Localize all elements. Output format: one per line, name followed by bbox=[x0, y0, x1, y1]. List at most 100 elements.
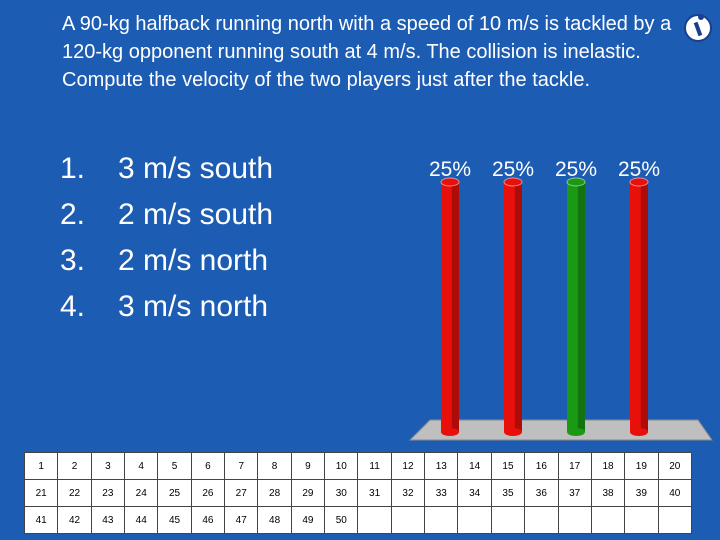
bar-cap-4 bbox=[629, 177, 649, 187]
bar-base-3 bbox=[567, 428, 585, 436]
grid-cell: 45 bbox=[157, 506, 192, 534]
grid-cell: 48 bbox=[257, 506, 292, 534]
grid-cell: 23 bbox=[90, 479, 126, 507]
grid-cell: 39 bbox=[624, 479, 659, 507]
question-text: A 90-kg halfback running north with a sp… bbox=[62, 13, 672, 91]
answer-text: 3 m/s north bbox=[118, 290, 269, 323]
grid-cell: 42 bbox=[57, 506, 92, 534]
grid-cell: 19 bbox=[624, 452, 659, 480]
bar-value-label: 25% bbox=[429, 158, 471, 181]
answer-option-4[interactable]: 4. 3 m/s north bbox=[60, 284, 273, 330]
bar-2 bbox=[504, 182, 522, 432]
grid-cell: 40 bbox=[657, 479, 693, 507]
bar-base-2 bbox=[504, 428, 522, 436]
grid-cell: 2 bbox=[57, 452, 92, 480]
grid-cell: 38 bbox=[590, 479, 626, 507]
grid-cell: 3 bbox=[90, 452, 126, 480]
bar-shade-2 bbox=[514, 182, 522, 432]
bar-shade-1 bbox=[451, 182, 459, 432]
bar-cap-2 bbox=[503, 177, 523, 187]
bar-value-label: 25% bbox=[555, 158, 597, 181]
grid-cell: 44 bbox=[124, 506, 159, 534]
grid-cell: 27 bbox=[224, 479, 259, 507]
bar-value-label: 25% bbox=[492, 158, 534, 181]
clicker-logo-icon bbox=[684, 14, 712, 42]
grid-cell: 6 bbox=[190, 452, 226, 480]
grid-cell: 17 bbox=[557, 452, 592, 480]
grid-cell: 1 bbox=[23, 452, 59, 480]
grid-cell: 43 bbox=[90, 506, 126, 534]
grid-cell: 32 bbox=[390, 479, 426, 507]
bar-value-label: 25% bbox=[618, 158, 660, 181]
grid-cell: 30 bbox=[324, 479, 359, 507]
grid-cell: 15 bbox=[490, 452, 526, 480]
grid-row: 21 22 23 24 25 26 27 28 29 30 31 32 33 34 35 36 37 38 39 40 bbox=[23, 479, 693, 507]
grid-cell: 4 bbox=[124, 452, 159, 480]
grid-cell bbox=[524, 506, 559, 534]
grid-cell: 35 bbox=[490, 479, 526, 507]
answer-number: 1. bbox=[60, 152, 86, 185]
grid-cell: 25 bbox=[157, 479, 192, 507]
grid-cell: 22 bbox=[57, 479, 92, 507]
grid-cell: 7 bbox=[224, 452, 259, 480]
answer-text: 2 m/s north bbox=[118, 244, 269, 277]
grid-cell: 37 bbox=[557, 479, 592, 507]
grid-cell bbox=[424, 506, 459, 534]
grid-cell: 14 bbox=[457, 452, 492, 480]
grid-row: 41 42 43 44 45 46 47 48 49 50 bbox=[23, 506, 693, 534]
grid-cell: 36 bbox=[524, 479, 559, 507]
grid-cell: 50 bbox=[324, 506, 359, 534]
bar-cap-1 bbox=[440, 177, 460, 187]
grid-cell: 33 bbox=[424, 479, 459, 507]
bar-4 bbox=[630, 182, 648, 432]
grid-cell: 24 bbox=[124, 479, 159, 507]
answer-number: 2. bbox=[60, 198, 86, 231]
grid-cell: 46 bbox=[190, 506, 226, 534]
grid-cell: 47 bbox=[224, 506, 259, 534]
bar-cap-3 bbox=[566, 177, 586, 187]
answer-option-1[interactable]: 1. 3 m/s south bbox=[60, 146, 273, 192]
bar-1 bbox=[441, 182, 459, 432]
answer-number: 3. bbox=[60, 244, 86, 277]
grid-cell bbox=[624, 506, 659, 534]
bar-shade-3 bbox=[577, 182, 585, 432]
grid-cell: 21 bbox=[23, 479, 59, 507]
grid-cell: 16 bbox=[524, 452, 559, 480]
grid-cell bbox=[590, 506, 626, 534]
grid-row: 1 2 3 4 5 6 7 8 9 10 11 12 13 14 15 16 17 18 19 20 bbox=[23, 452, 693, 480]
grid-cell: 29 bbox=[290, 479, 326, 507]
grid-cell: 10 bbox=[324, 452, 359, 480]
grid-cell: 28 bbox=[257, 479, 292, 507]
answer-list: 1. 3 m/s south 2. 2 m/s south 3. 2 m/s n… bbox=[60, 146, 273, 330]
grid-cell bbox=[357, 506, 392, 534]
grid-cell: 49 bbox=[290, 506, 326, 534]
response-grid: 1 2 3 4 5 6 7 8 9 10 11 12 13 14 15 16 17 18 19 20 21 22 23 24 2… bbox=[23, 452, 693, 534]
grid-cell: 13 bbox=[424, 452, 459, 480]
bar-shade-4 bbox=[640, 182, 648, 432]
grid-cell: 26 bbox=[190, 479, 226, 507]
grid-cell: 34 bbox=[457, 479, 492, 507]
answer-option-3[interactable]: 3. 2 m/s north bbox=[60, 238, 273, 284]
grid-cell bbox=[457, 506, 492, 534]
grid-cell: 12 bbox=[390, 452, 426, 480]
grid-cell bbox=[490, 506, 526, 534]
answer-text: 2 m/s south bbox=[118, 198, 274, 231]
grid-cell: 31 bbox=[357, 479, 392, 507]
grid-cell: 41 bbox=[23, 506, 59, 534]
grid-cell: 5 bbox=[157, 452, 192, 480]
bar-3 bbox=[567, 182, 585, 432]
grid-cell: 18 bbox=[590, 452, 626, 480]
answer-number: 4. bbox=[60, 290, 86, 323]
grid-cell bbox=[390, 506, 426, 534]
grid-cell bbox=[657, 506, 693, 534]
grid-cell: 8 bbox=[257, 452, 292, 480]
grid-cell: 11 bbox=[357, 452, 392, 480]
answer-option-2[interactable]: 2. 2 m/s south bbox=[60, 192, 273, 238]
bar-base-4 bbox=[630, 428, 648, 436]
answer-text: 3 m/s south bbox=[118, 152, 274, 185]
grid-cell: 9 bbox=[290, 452, 326, 480]
grid-cell bbox=[557, 506, 592, 534]
bar-base-1 bbox=[441, 428, 459, 436]
